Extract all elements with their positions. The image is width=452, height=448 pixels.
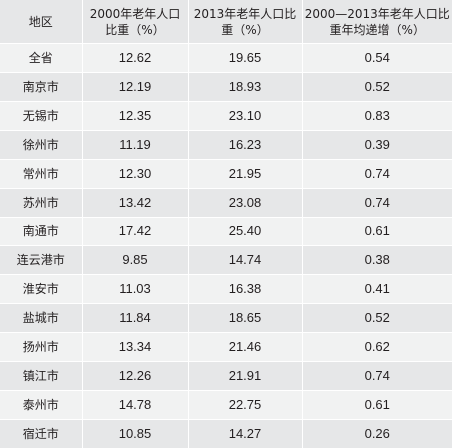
cell-2013-share: 19.65 bbox=[187, 43, 302, 73]
cell-region: 连云港市 bbox=[0, 245, 82, 275]
cell-region: 全省 bbox=[0, 43, 82, 73]
table-row: 徐州市 11.19 16.23 0.39 bbox=[0, 129, 452, 160]
cell-2000-share: 12.26 bbox=[81, 361, 188, 391]
cell-2013-share: 23.08 bbox=[187, 187, 302, 218]
cell-2000-share: 11.84 bbox=[81, 303, 188, 333]
table-row: 南通市 17.42 25.40 0.61 bbox=[0, 216, 452, 246]
cell-2000-share: 9.85 bbox=[81, 245, 188, 275]
cell-2000-share: 12.62 bbox=[81, 43, 188, 73]
cell-2000-share: 13.42 bbox=[81, 187, 188, 218]
cell-2013-share: 22.75 bbox=[187, 390, 302, 420]
cell-region: 扬州市 bbox=[0, 332, 82, 362]
cell-2000-share: 13.34 bbox=[81, 332, 188, 362]
cell-region: 南通市 bbox=[0, 216, 82, 246]
cell-2000-share: 10.85 bbox=[81, 418, 188, 448]
table-row: 宿迁市 10.85 14.27 0.26 bbox=[0, 418, 452, 448]
header-annual-increase: 2000—2013年老年人口比重年均递增（%） bbox=[301, 0, 452, 44]
cell-region: 镇江市 bbox=[0, 361, 82, 391]
cell-region: 盐城市 bbox=[0, 303, 82, 333]
cell-region: 徐州市 bbox=[0, 129, 82, 160]
cell-2013-share: 21.91 bbox=[187, 361, 302, 391]
table-row: 苏州市 13.42 23.08 0.74 bbox=[0, 187, 452, 218]
header-2013-share: 2013年老年人口比重（%） bbox=[187, 0, 302, 44]
table-row: 全省 12.62 19.65 0.54 bbox=[0, 43, 452, 73]
cell-annual-increase: 0.74 bbox=[301, 361, 452, 391]
cell-2000-share: 12.30 bbox=[81, 158, 188, 189]
cell-region: 泰州市 bbox=[0, 390, 82, 420]
cell-annual-increase: 0.39 bbox=[301, 129, 452, 160]
cell-2013-share: 18.65 bbox=[187, 303, 302, 333]
cell-2000-share: 17.42 bbox=[81, 216, 188, 246]
table-row: 淮安市 11.03 16.38 0.41 bbox=[0, 274, 452, 304]
cell-annual-increase: 0.54 bbox=[301, 43, 452, 73]
cell-annual-increase: 0.52 bbox=[301, 71, 452, 102]
cell-annual-increase: 0.38 bbox=[301, 245, 452, 275]
cell-region: 淮安市 bbox=[0, 274, 82, 304]
cell-annual-increase: 0.62 bbox=[301, 332, 452, 362]
cell-2013-share: 25.40 bbox=[187, 216, 302, 246]
cell-region: 无锡市 bbox=[0, 100, 82, 131]
table-row: 盐城市 11.84 18.65 0.52 bbox=[0, 303, 452, 333]
cell-annual-increase: 0.41 bbox=[301, 274, 452, 304]
cell-2013-share: 16.23 bbox=[187, 129, 302, 160]
cell-region: 常州市 bbox=[0, 158, 82, 189]
table-row: 扬州市 13.34 21.46 0.62 bbox=[0, 332, 452, 362]
header-2000-share: 2000年老年人口比重（%） bbox=[81, 0, 188, 44]
cell-annual-increase: 0.61 bbox=[301, 216, 452, 246]
cell-annual-increase: 0.74 bbox=[301, 158, 452, 189]
cell-2000-share: 11.19 bbox=[81, 129, 188, 160]
cell-annual-increase: 0.52 bbox=[301, 303, 452, 333]
cell-annual-increase: 0.26 bbox=[301, 418, 452, 448]
table-header-row: 地区 2000年老年人口比重（%） 2013年老年人口比重（%） 2000—20… bbox=[0, 0, 452, 44]
cell-2013-share: 21.95 bbox=[187, 158, 302, 189]
header-region: 地区 bbox=[0, 0, 82, 44]
cell-2013-share: 14.74 bbox=[187, 245, 302, 275]
table-row: 镇江市 12.26 21.91 0.74 bbox=[0, 361, 452, 391]
cell-2013-share: 16.38 bbox=[187, 274, 302, 304]
table-row: 泰州市 14.78 22.75 0.61 bbox=[0, 390, 452, 420]
cell-annual-increase: 0.83 bbox=[301, 100, 452, 131]
table-row: 无锡市 12.35 23.10 0.83 bbox=[0, 100, 452, 131]
cell-2013-share: 18.93 bbox=[187, 71, 302, 102]
cell-2013-share: 21.46 bbox=[187, 332, 302, 362]
cell-2000-share: 11.03 bbox=[81, 274, 188, 304]
cell-2000-share: 12.19 bbox=[81, 71, 188, 102]
cell-2013-share: 23.10 bbox=[187, 100, 302, 131]
table-row: 常州市 12.30 21.95 0.74 bbox=[0, 158, 452, 189]
table-body: 全省 12.62 19.65 0.54 南京市 12.19 18.93 0.52 无锡市 12.3… bbox=[0, 43, 452, 448]
table-row: 连云港市 9.85 14.74 0.38 bbox=[0, 245, 452, 275]
cell-2013-share: 14.27 bbox=[187, 418, 302, 448]
cell-region: 南京市 bbox=[0, 71, 82, 102]
cell-annual-increase: 0.61 bbox=[301, 390, 452, 420]
cell-region: 宿迁市 bbox=[0, 418, 82, 448]
cell-annual-increase: 0.74 bbox=[301, 187, 452, 218]
cell-region: 苏州市 bbox=[0, 187, 82, 218]
cell-2000-share: 12.35 bbox=[81, 100, 188, 131]
table-row: 南京市 12.19 18.93 0.52 bbox=[0, 71, 452, 102]
cell-2000-share: 14.78 bbox=[81, 390, 188, 420]
